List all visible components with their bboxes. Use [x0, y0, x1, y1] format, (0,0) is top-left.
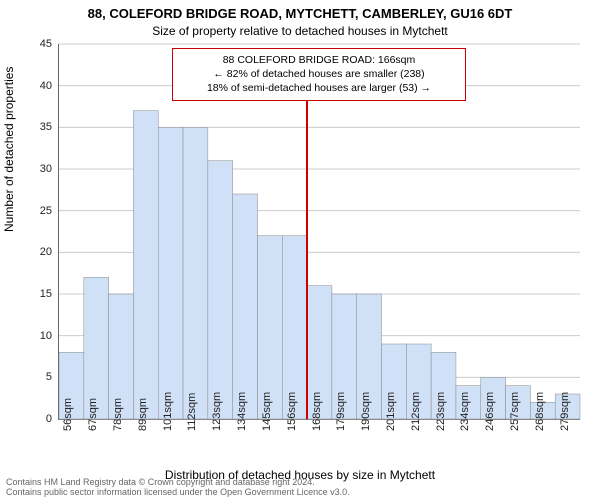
y-tick: 30	[12, 163, 52, 175]
callout-line-2: ← 82% of detached houses are smaller (23…	[181, 67, 457, 81]
bar	[233, 194, 258, 419]
chart-subtitle: Size of property relative to detached ho…	[0, 24, 600, 38]
footnote: Contains HM Land Registry data © Crown c…	[6, 478, 350, 498]
bar	[208, 161, 233, 419]
y-tick: 5	[12, 371, 52, 383]
y-tick: 40	[12, 80, 52, 92]
bar	[183, 127, 208, 419]
y-tick: 0	[12, 413, 52, 425]
y-tick: 25	[12, 205, 52, 217]
bars	[59, 111, 580, 419]
histogram-chart: 88, COLEFORD BRIDGE ROAD, MYTCHETT, CAMB…	[0, 0, 600, 500]
callout-line-1: 88 COLEFORD BRIDGE ROAD: 166sqm	[181, 53, 457, 67]
bar	[158, 127, 183, 419]
y-tick: 15	[12, 288, 52, 300]
footnote-line-2: Contains public sector information licen…	[6, 487, 350, 497]
callout-line-3: 18% of semi-detached houses are larger (…	[181, 81, 457, 95]
y-tick: 35	[12, 121, 52, 133]
highlight-callout: 88 COLEFORD BRIDGE ROAD: 166sqm ← 82% of…	[172, 48, 466, 101]
y-tick: 45	[12, 38, 52, 50]
y-tick: 10	[12, 330, 52, 342]
footnote-line-1: Contains HM Land Registry data © Crown c…	[6, 477, 315, 487]
highlight-line	[306, 94, 308, 419]
chart-title: 88, COLEFORD BRIDGE ROAD, MYTCHETT, CAMB…	[0, 6, 600, 21]
y-tick: 20	[12, 246, 52, 258]
bar	[133, 111, 158, 419]
